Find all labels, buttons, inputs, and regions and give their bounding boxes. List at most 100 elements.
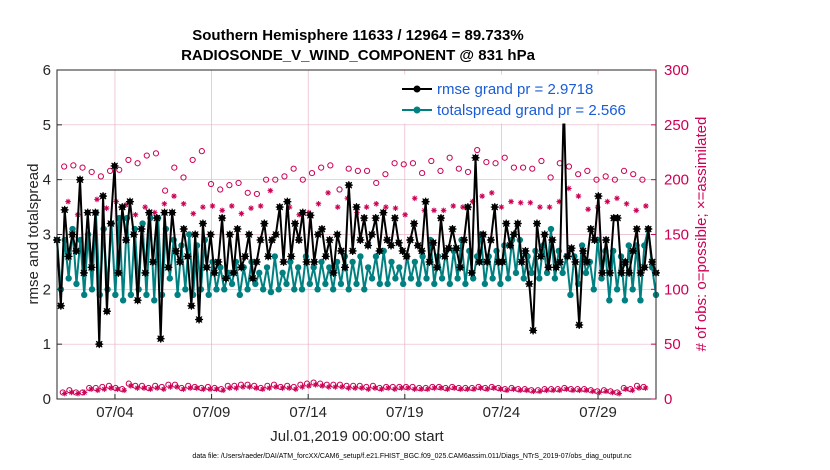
obs-possible-point bbox=[373, 179, 380, 187]
spread-point bbox=[263, 264, 271, 271]
obs-assimilated-point bbox=[556, 387, 563, 394]
rmse-point-star bbox=[168, 208, 177, 217]
obs-assimilated-point bbox=[589, 388, 596, 395]
obs-assimilated-point bbox=[68, 389, 75, 396]
rmse-point bbox=[406, 235, 415, 244]
rmse-point-star bbox=[337, 246, 346, 255]
rmse-point-star bbox=[172, 246, 181, 255]
obs-possible-point bbox=[547, 174, 554, 181]
obs-assimilated-point bbox=[286, 385, 292, 391]
rmse-point-star bbox=[625, 268, 634, 277]
spread-point bbox=[423, 275, 430, 282]
obs-assimilated-point bbox=[614, 195, 620, 202]
spread-point bbox=[431, 280, 438, 288]
rmse-point bbox=[275, 203, 284, 212]
obs-assimilated-point bbox=[431, 385, 438, 391]
rmse-point-star bbox=[314, 230, 323, 239]
x-ticks: 07/04 07/09 07/14 07/19 07/24 07/29 bbox=[96, 394, 617, 421]
obs-assimilated-point bbox=[352, 385, 358, 391]
spread-point bbox=[536, 275, 543, 282]
rmse-point-star bbox=[536, 252, 545, 261]
legend-rmse-label: rmse grand pr = 2.9718 bbox=[437, 81, 593, 98]
rmse-point-star bbox=[279, 257, 288, 266]
rmse-point-star bbox=[448, 225, 457, 234]
spread-point bbox=[186, 231, 193, 238]
obs-assimilated-point bbox=[575, 193, 582, 199]
rmse-point bbox=[471, 153, 480, 162]
rmse-point-star bbox=[456, 263, 465, 272]
obs-assimilated-point bbox=[65, 198, 71, 205]
rmse-point-star bbox=[460, 235, 469, 244]
spread-point bbox=[256, 269, 263, 277]
rmse-point bbox=[195, 315, 204, 324]
rmse-point bbox=[264, 252, 273, 261]
rmse-point bbox=[233, 225, 242, 234]
spread-point bbox=[143, 291, 150, 299]
obs-assimilated-point bbox=[253, 385, 259, 391]
rmse-point bbox=[291, 219, 300, 228]
rmse-point bbox=[628, 246, 637, 255]
obs-assimilated-point bbox=[103, 205, 110, 211]
rmse-point bbox=[483, 257, 492, 266]
obs-assimilated-point bbox=[530, 388, 537, 395]
obs-assimilated-point bbox=[517, 199, 524, 206]
rmse-point bbox=[99, 192, 108, 201]
rmse-point-star bbox=[433, 263, 442, 272]
rmse-point-star bbox=[413, 241, 422, 250]
spread-point bbox=[337, 280, 345, 288]
obs-assimilated-point bbox=[479, 193, 485, 199]
rmse-point-star bbox=[102, 307, 111, 316]
rmse-point-star bbox=[344, 181, 353, 190]
spread-point bbox=[81, 291, 88, 299]
obs-assimilated-point bbox=[132, 211, 139, 218]
rmse-point-star bbox=[110, 161, 119, 170]
spread-point bbox=[322, 280, 329, 288]
legend: rmse grand pr = 2.9718 totalspread grand… bbox=[394, 74, 651, 124]
obs-assimilated-point bbox=[477, 385, 484, 391]
rmse-point bbox=[302, 257, 311, 266]
obs-assimilated-point bbox=[213, 386, 220, 392]
rmse-point-star bbox=[329, 268, 338, 277]
spread-point bbox=[504, 275, 512, 282]
obs-assimilated-point bbox=[259, 386, 266, 392]
rmse-point bbox=[509, 230, 518, 239]
obs-possible-point bbox=[299, 176, 306, 183]
spread-point bbox=[462, 280, 469, 288]
obs-possible-point bbox=[189, 156, 196, 164]
rmse-point bbox=[371, 214, 380, 223]
obs-assimilated-point bbox=[248, 205, 254, 211]
spread-point bbox=[399, 280, 407, 288]
obs-possible-point bbox=[483, 159, 490, 166]
rmse-point bbox=[60, 205, 69, 214]
obs-possible-point bbox=[437, 167, 444, 174]
obs-assimilated-point bbox=[411, 386, 418, 392]
rmse-point bbox=[417, 246, 426, 255]
rmse-point bbox=[552, 263, 561, 272]
spread-point bbox=[497, 280, 504, 288]
rmse-point-star bbox=[99, 192, 108, 201]
rmse-point bbox=[456, 263, 465, 272]
obs-assimilated-point bbox=[200, 386, 207, 392]
legend-spread-label: totalspread grand pr = 2.566 bbox=[437, 102, 626, 119]
spread-point bbox=[119, 297, 127, 304]
spread-point bbox=[252, 280, 259, 288]
legend-rmse-marker bbox=[413, 85, 421, 93]
y-axis-label-right: # of obs: o=possible; ×=assimilated bbox=[693, 117, 710, 352]
rmse-point bbox=[444, 244, 453, 253]
obs-possible-point bbox=[125, 156, 132, 164]
obs-assimilated-point bbox=[61, 390, 68, 397]
obs-assimilated-point bbox=[372, 385, 378, 391]
obs-possible-point bbox=[382, 171, 389, 178]
spread-point bbox=[271, 253, 279, 260]
obs-possible-point bbox=[538, 157, 545, 165]
rmse-point bbox=[463, 203, 472, 212]
rmse-point bbox=[310, 257, 319, 266]
rmse-point-star bbox=[644, 225, 653, 234]
rmse-point bbox=[122, 235, 131, 244]
rmse-point-star bbox=[152, 214, 161, 223]
rmse-point-star bbox=[264, 252, 273, 261]
rmse-point bbox=[563, 252, 572, 261]
rmse-point-star bbox=[241, 252, 250, 261]
rmse-point-star bbox=[156, 334, 165, 343]
rmse-point bbox=[598, 268, 607, 277]
